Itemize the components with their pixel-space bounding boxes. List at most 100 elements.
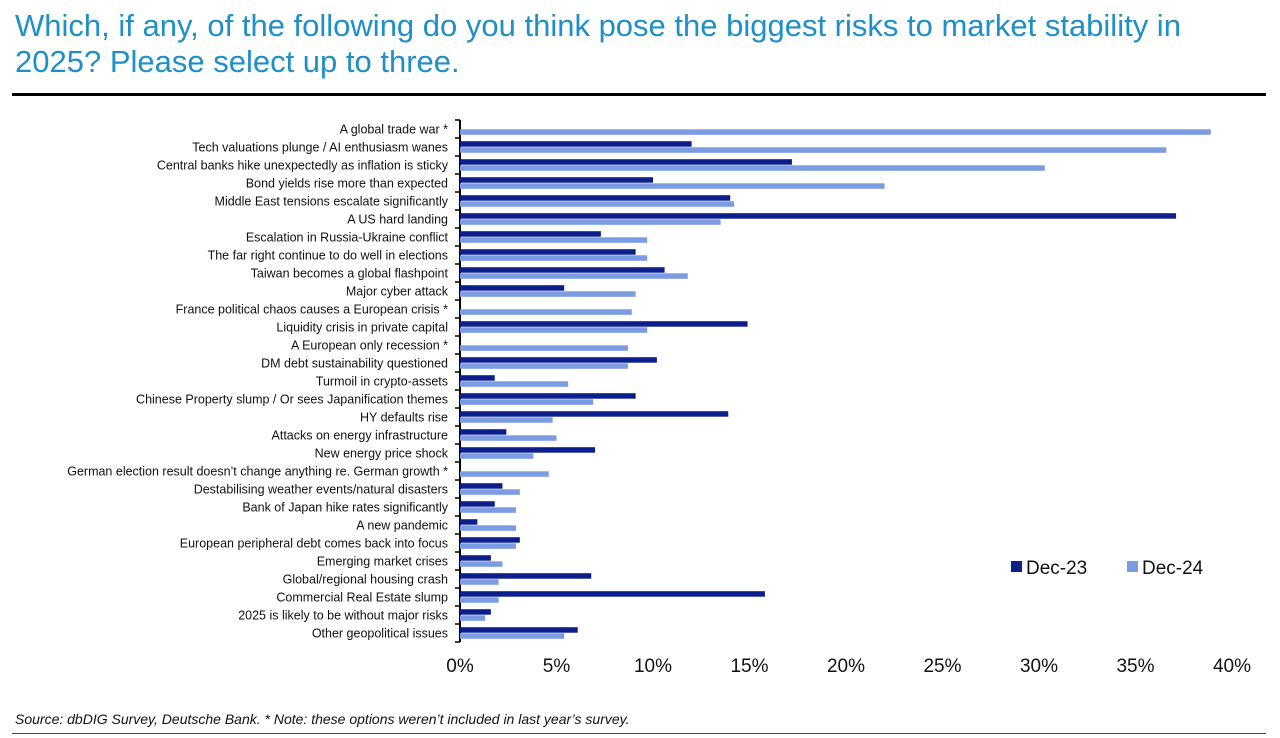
category-label: Other geopolitical issues: [312, 627, 448, 641]
bar-dec-24: [460, 417, 553, 423]
bar-dec-24: [460, 345, 628, 351]
category-label: Escalation in Russia-Ukraine conflict: [246, 231, 449, 245]
category-label: HY defaults rise: [360, 411, 448, 425]
bar-dec-24: [460, 183, 885, 189]
bar-dec-23: [460, 195, 731, 201]
bar-dec-24: [460, 471, 549, 477]
bar-dec-23: [460, 591, 765, 597]
category-label: A global trade war *: [340, 123, 449, 137]
category-label: Middle East tensions escalate significan…: [215, 195, 449, 209]
bar-dec-24: [460, 363, 628, 369]
bar-dec-24: [460, 435, 557, 441]
bar-dec-23: [460, 555, 491, 561]
x-tick-label: 30%: [1020, 656, 1058, 677]
category-label: Bond yields rise more than expected: [246, 177, 448, 191]
x-tick-label: 35%: [1116, 656, 1154, 677]
bar-dec-24: [460, 219, 721, 225]
category-label: A European only recession *: [291, 339, 448, 353]
bar-dec-24: [460, 273, 688, 279]
bar-dec-24: [460, 507, 516, 513]
bar-dec-23: [460, 627, 578, 633]
category-label: Emerging market crises: [317, 555, 448, 569]
bar-dec-24: [460, 147, 1167, 153]
category-label: Chinese Property slump / Or sees Japanif…: [136, 393, 448, 407]
category-label: German election result doesn’t change an…: [67, 465, 448, 479]
bar-dec-24: [460, 291, 636, 297]
bar-dec-23: [460, 573, 592, 579]
x-tick-label: 20%: [827, 656, 865, 677]
bar-dec-23: [460, 249, 636, 255]
category-label: Central banks hike unexpectedly as infla…: [157, 159, 449, 173]
x-tick-label: 10%: [634, 656, 672, 677]
chart-title: Which, if any, of the following do you t…: [15, 8, 1181, 79]
bar-dec-24: [460, 525, 516, 531]
bar-dec-23: [460, 501, 495, 507]
category-label: New energy price shock: [315, 447, 449, 461]
category-label: Commercial Real Estate slump: [276, 591, 448, 605]
bar-dec-24: [460, 309, 632, 315]
category-label: Taiwan becomes a global flashpoint: [251, 267, 449, 281]
x-tick-label: 40%: [1213, 656, 1251, 677]
category-label: The far right continue to do well in ele…: [208, 249, 448, 263]
x-tick-label: 5%: [543, 656, 571, 677]
bar-dec-24: [460, 453, 534, 459]
category-label: Turmoil in crypto-assets: [316, 375, 448, 389]
bar-dec-23: [460, 213, 1177, 219]
x-tick-label: 0%: [446, 656, 474, 677]
legend-swatch: [1127, 561, 1138, 572]
bar-dec-23: [460, 375, 495, 381]
bar-dec-24: [460, 543, 516, 549]
bar-dec-23: [460, 267, 665, 273]
bar-dec-23: [460, 285, 565, 291]
bar-dec-24: [460, 633, 565, 639]
category-label: 2025 is likely to be without major risks: [238, 609, 448, 623]
bar-dec-24: [460, 237, 648, 243]
bar-dec-24: [460, 561, 503, 567]
category-label: Destabilising weather events/natural dis…: [194, 483, 448, 497]
bar-dec-23: [460, 609, 491, 615]
bar-dec-23: [460, 393, 636, 399]
category-label: Attacks on energy infrastructure: [272, 429, 449, 443]
bar-dec-23: [460, 177, 653, 183]
category-label: Major cyber attack: [346, 285, 449, 299]
bar-dec-24: [460, 255, 648, 261]
bar-dec-23: [460, 231, 601, 237]
category-label: Bank of Japan hike rates significantly: [242, 501, 448, 515]
bar-dec-23: [460, 429, 507, 435]
category-label: Tech valuations plunge / AI enthusiasm w…: [192, 141, 448, 155]
category-label: Liquidity crisis in private capital: [276, 321, 448, 335]
legend-label: Dec-23: [1026, 558, 1087, 579]
bar-dec-23: [460, 537, 520, 543]
bar-dec-24: [460, 129, 1211, 135]
bar-dec-24: [460, 489, 520, 495]
category-label: DM debt sustainability questioned: [261, 357, 448, 371]
legend-label: Dec-24: [1142, 558, 1204, 579]
bar-dec-24: [460, 381, 569, 387]
bar-dec-23: [460, 447, 596, 453]
x-tick-label: 25%: [923, 656, 961, 677]
bar-dec-23: [460, 321, 748, 327]
bottom-divider: [12, 733, 1266, 734]
bar-dec-24: [460, 399, 594, 405]
category-label: France political chaos causes a European…: [176, 303, 448, 317]
bar-dec-24: [460, 579, 499, 585]
bar-dec-23: [460, 519, 478, 525]
category-label: A US hard landing: [347, 213, 448, 227]
bar-dec-24: [460, 165, 1045, 171]
bar-dec-24: [460, 201, 735, 207]
legend-swatch: [1011, 561, 1022, 572]
x-tick-label: 15%: [730, 656, 768, 677]
category-label: European peripheral debt comes back into…: [180, 537, 448, 551]
bar-dec-23: [460, 141, 692, 147]
bar-dec-23: [460, 357, 657, 363]
title-divider: [12, 93, 1266, 96]
category-label: Global/regional housing crash: [283, 573, 448, 587]
bar-dec-24: [460, 327, 648, 333]
bar-dec-24: [460, 615, 486, 621]
bar-dec-23: [460, 483, 503, 489]
bar-dec-23: [460, 159, 792, 165]
bar-dec-23: [460, 411, 729, 417]
bar-dec-24: [460, 597, 499, 603]
source-note: Source: dbDIG Survey, Deutsche Bank. * N…: [15, 711, 630, 727]
